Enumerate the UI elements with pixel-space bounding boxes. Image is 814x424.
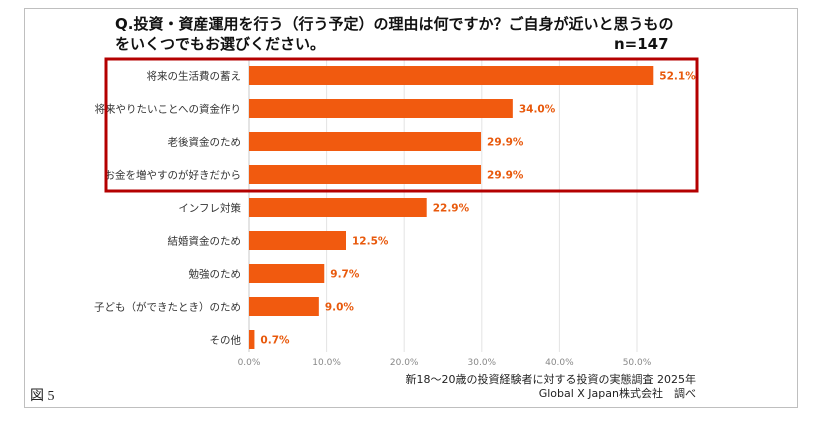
category-label: 将来の生活費の蓄え	[147, 70, 242, 83]
source-line-2: Global X Japan株式会社 調べ	[538, 387, 696, 400]
category-label: 子ども（ができたとき）のため	[94, 301, 241, 314]
bar	[249, 66, 654, 85]
x-tick-label: 40.0%	[545, 358, 574, 368]
category-label: その他	[210, 334, 242, 347]
value-label: 0.7%	[260, 335, 290, 347]
bar	[249, 198, 427, 217]
category-label: 将来やりたいことへの資金作り	[95, 103, 241, 116]
category-label: インフレ対策	[178, 202, 241, 215]
category-label: 老後資金のため	[168, 136, 242, 149]
source-note: 新18～20歳の投資経験者に対する投資の実態調査 2025年 Global X …	[406, 373, 696, 401]
figure-frame	[24, 8, 798, 408]
bar	[249, 99, 513, 118]
value-label: 52.1%	[659, 71, 696, 83]
category-label: お金を増やすのが好きだから	[105, 169, 242, 182]
category-label: 結婚資金のため	[168, 235, 242, 248]
bar	[249, 165, 482, 184]
x-tick-label: 0.0%	[238, 358, 261, 368]
x-tick-label: 20.0%	[390, 358, 419, 368]
value-label: 29.9%	[487, 170, 524, 182]
category-label: 勉強のため	[189, 268, 242, 281]
value-label: 12.5%	[352, 236, 389, 248]
value-label: 22.9%	[433, 203, 470, 215]
value-label: 34.0%	[519, 104, 556, 116]
x-tick-label: 30.0%	[468, 358, 497, 368]
value-label: 9.7%	[330, 269, 360, 281]
x-tick-label: 50.0%	[623, 358, 652, 368]
value-label: 29.9%	[487, 137, 524, 149]
bar	[249, 132, 482, 151]
value-label: 9.0%	[325, 302, 355, 314]
bar	[249, 297, 319, 316]
bar	[249, 330, 255, 349]
x-tick-label: 10.0%	[312, 358, 341, 368]
chart-title: Q.投資・資産運用を行う（行う予定）の理由は何ですか？ご自身が近いと思うものをい…	[115, 15, 674, 53]
bar	[249, 231, 346, 250]
sample-size: n=147	[614, 35, 669, 53]
highlight-box	[104, 57, 699, 193]
bar	[249, 264, 325, 283]
figure-label: 図 5	[30, 389, 55, 404]
source-line-1: 新18～20歳の投資経験者に対する投資の実態調査 2025年	[405, 373, 696, 386]
